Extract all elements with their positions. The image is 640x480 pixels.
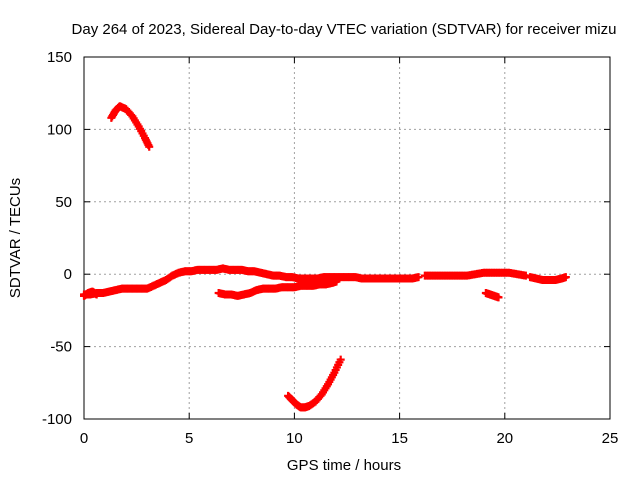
y-tick-labels: -100 -50 0 50 100 150	[42, 49, 72, 428]
data-point	[414, 273, 423, 282]
data-point	[332, 277, 341, 286]
data-points	[80, 102, 570, 412]
chart-title: Day 264 of 2023, Sidereal Day-to-day VTE…	[72, 21, 617, 38]
axis-ticks	[83, 56, 611, 420]
series-lower-arc	[214, 277, 341, 300]
data-point	[336, 355, 345, 364]
data-point	[561, 273, 570, 282]
series-main-track	[80, 264, 423, 299]
x-tick-labels: 0 5 10 15 20 25	[80, 430, 619, 447]
x-tick-label: 0	[80, 430, 88, 447]
y-tick-label: 100	[47, 121, 72, 138]
y-axis-label: SDTVAR / TECUs	[7, 178, 24, 298]
series-arc-high	[107, 102, 154, 151]
data-point	[494, 293, 503, 302]
series-dip-left	[80, 287, 101, 300]
data-point	[92, 290, 101, 299]
series-track-end	[526, 273, 570, 284]
x-tick-label: 15	[391, 430, 408, 447]
data-point	[521, 271, 530, 280]
grid-lines	[84, 57, 610, 419]
x-tick-label: 5	[185, 430, 193, 447]
y-tick-label: 0	[64, 266, 72, 283]
x-axis-label: GPS time / hours	[287, 457, 401, 474]
x-tick-label: 25	[602, 430, 619, 447]
data-point	[145, 142, 154, 151]
y-tick-label: 50	[55, 194, 72, 211]
plot-frame	[83, 56, 611, 420]
x-tick-label: 10	[286, 430, 303, 447]
x-tick-label: 20	[496, 430, 513, 447]
series-arc-low	[284, 355, 345, 412]
y-tick-label: -100	[42, 411, 72, 428]
y-tick-label: 150	[47, 49, 72, 66]
series-track-late	[420, 268, 530, 280]
y-tick-label: -50	[50, 339, 72, 356]
series-short-19	[481, 289, 503, 302]
